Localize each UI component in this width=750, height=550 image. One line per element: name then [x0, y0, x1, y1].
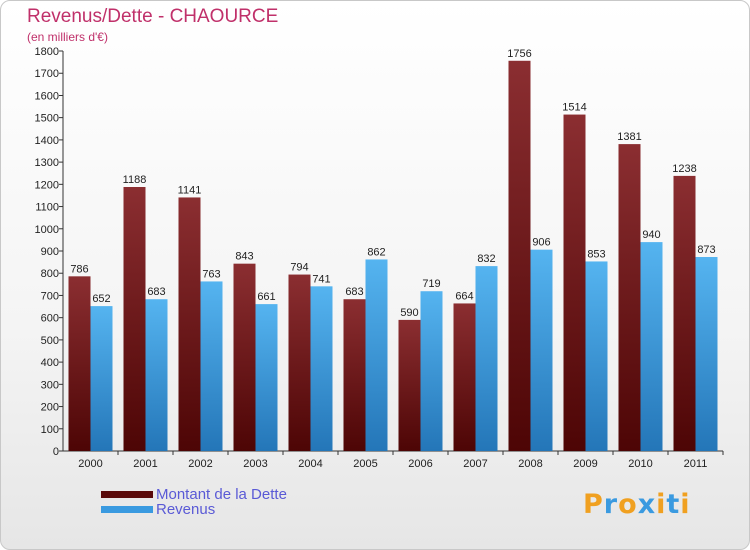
revenus-bar	[585, 261, 608, 451]
y-tick-label: 1700	[35, 68, 59, 80]
logo-letter: P	[583, 489, 604, 520]
logo-letter: x	[637, 489, 657, 520]
dette-bar	[343, 299, 366, 451]
y-tick-label: 1300	[35, 157, 59, 169]
revenus-bar	[475, 266, 498, 451]
y-tick-label: 900	[41, 246, 59, 258]
y-tick-label: 300	[41, 379, 59, 391]
dette-bar	[233, 263, 256, 451]
y-tick-label: 1400	[35, 135, 59, 147]
logo-letter: r	[603, 489, 619, 520]
revenus-value-label: 683	[147, 286, 165, 298]
y-tick-label: 1200	[35, 179, 59, 191]
revenus-bar	[90, 306, 113, 451]
y-tick-label: 1000	[35, 224, 59, 236]
revenus-bar	[255, 304, 278, 451]
dette-value-label: 1141	[178, 184, 202, 196]
legend-label-dette: Montant de la Dette	[156, 486, 287, 503]
dette-value-label: 1514	[562, 102, 586, 114]
dette-bar	[673, 175, 696, 451]
legend-swatch-dette	[101, 491, 153, 498]
revenus-bar	[145, 299, 168, 451]
dette-bar	[398, 319, 421, 451]
dette-bar	[178, 197, 201, 451]
x-tick-label: 2004	[298, 458, 322, 470]
legend-swatch-revenus	[101, 506, 153, 513]
x-tick-label: 2010	[628, 458, 652, 470]
x-tick-label: 2009	[573, 458, 597, 470]
logo-letter: t	[666, 489, 681, 520]
dette-bar	[508, 60, 531, 452]
revenus-value-label: 763	[202, 268, 220, 280]
revenus-bar	[365, 259, 388, 451]
y-tick-label: 1500	[35, 113, 59, 125]
y-tick-label: 400	[41, 357, 59, 369]
dette-value-label: 683	[345, 286, 363, 298]
x-tick-label: 2006	[408, 458, 432, 470]
x-tick-label: 2011	[684, 458, 708, 470]
legend-label-revenus: Revenus	[156, 501, 216, 518]
revenus-bar	[200, 281, 223, 451]
y-tick-label: 200	[41, 402, 59, 414]
y-tick-label: 800	[41, 268, 59, 280]
y-tick-label: 1800	[35, 46, 59, 58]
y-tick-label: 1600	[35, 90, 59, 102]
revenus-value-label: 862	[367, 246, 385, 258]
y-tick-label: 1100	[35, 202, 59, 214]
x-tick-label: 2003	[243, 458, 267, 470]
revenus-value-label: 832	[477, 253, 495, 265]
dette-bar	[563, 114, 586, 452]
x-tick-label: 2008	[518, 458, 542, 470]
dette-value-label: 794	[290, 262, 308, 274]
revenus-value-label: 853	[587, 248, 605, 260]
y-tick-label: 700	[41, 290, 59, 302]
dette-value-label: 786	[70, 263, 88, 275]
logo-letter: o	[618, 489, 638, 520]
dette-bar	[453, 303, 476, 451]
dette-value-label: 1381	[617, 131, 641, 143]
dette-bar	[68, 276, 91, 451]
logo-letter: i	[680, 489, 691, 520]
revenus-value-label: 940	[642, 229, 660, 241]
chart-subtitle: (en milliers d'€)	[27, 30, 108, 44]
x-tick-label: 2002	[188, 458, 212, 470]
x-tick-label: 2000	[78, 458, 102, 470]
revenus-bar	[420, 291, 443, 451]
y-tick-label: 0	[53, 446, 59, 458]
chart-title: Revenus/Dette - CHAOURCE	[27, 6, 279, 27]
x-tick-label: 2007	[463, 458, 487, 470]
dette-value-label: 590	[400, 307, 418, 319]
revenus-bar	[640, 242, 663, 451]
revenus-value-label: 741	[312, 273, 330, 285]
revenus-bar	[310, 286, 333, 451]
x-tick-label: 2001	[133, 458, 157, 470]
revenus-value-label: 906	[532, 237, 550, 249]
dette-value-label: 664	[455, 290, 473, 302]
proxiti-logo: Proxiti	[583, 489, 691, 520]
revenus-value-label: 652	[92, 293, 110, 305]
dette-bar	[123, 187, 146, 451]
dette-value-label: 1756	[507, 48, 531, 60]
revenus-bar	[530, 249, 553, 451]
logo-letter: i	[656, 489, 667, 520]
dette-value-label: 843	[235, 251, 253, 263]
revenus-value-label: 719	[422, 278, 440, 290]
revenus-value-label: 661	[257, 291, 275, 303]
y-tick-label: 500	[41, 335, 59, 347]
revenus-value-label: 873	[697, 244, 715, 256]
dette-bar	[618, 144, 641, 451]
dette-value-label: 1188	[123, 174, 147, 186]
y-tick-label: 100	[41, 424, 59, 436]
x-tick-label: 2005	[353, 458, 377, 470]
y-tick-label: 600	[41, 313, 59, 325]
dette-bar	[288, 274, 311, 451]
dette-value-label: 1238	[672, 163, 696, 175]
revenus-bar	[695, 257, 718, 451]
